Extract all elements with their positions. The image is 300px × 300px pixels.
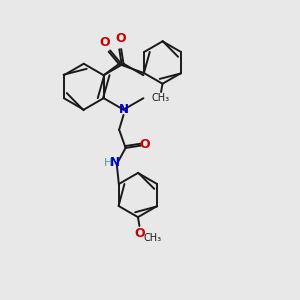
- Text: O: O: [116, 32, 127, 45]
- Text: O: O: [100, 36, 110, 49]
- Text: CH₃: CH₃: [152, 93, 170, 103]
- Text: N: N: [118, 103, 128, 116]
- Text: CH₃: CH₃: [143, 233, 161, 243]
- Text: N: N: [110, 157, 120, 169]
- Text: O: O: [140, 138, 150, 151]
- Text: H: H: [104, 158, 113, 168]
- Text: O: O: [134, 226, 145, 240]
